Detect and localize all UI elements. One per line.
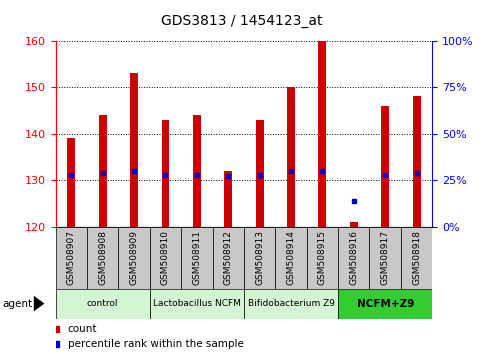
Text: NCFM+Z9: NCFM+Z9: [356, 298, 414, 309]
Bar: [350, 222, 358, 227]
Text: count: count: [68, 324, 97, 335]
Bar: [130, 73, 138, 227]
Text: GSM508918: GSM508918: [412, 230, 421, 285]
Bar: [118, 227, 150, 289]
Bar: [412, 96, 421, 227]
Bar: [338, 227, 369, 289]
Bar: [161, 120, 170, 227]
Text: GSM508914: GSM508914: [286, 230, 296, 285]
Text: GSM508913: GSM508913: [255, 230, 264, 285]
Bar: [150, 289, 244, 319]
Bar: [256, 120, 264, 227]
Text: GSM508908: GSM508908: [98, 230, 107, 285]
Bar: [244, 289, 338, 319]
Bar: [401, 227, 432, 289]
Text: percentile rank within the sample: percentile rank within the sample: [68, 339, 243, 349]
Text: control: control: [87, 299, 118, 308]
Text: Lactobacillus NCFM: Lactobacillus NCFM: [153, 299, 241, 308]
Text: GSM508909: GSM508909: [129, 230, 139, 285]
Text: GSM508907: GSM508907: [67, 230, 76, 285]
Text: GSM508912: GSM508912: [224, 230, 233, 285]
Bar: [150, 227, 181, 289]
Text: GDS3813 / 1454123_at: GDS3813 / 1454123_at: [161, 14, 322, 28]
Text: GSM508917: GSM508917: [381, 230, 390, 285]
Text: GSM508916: GSM508916: [349, 230, 358, 285]
Bar: [87, 227, 118, 289]
Bar: [307, 227, 338, 289]
Text: GSM508911: GSM508911: [192, 230, 201, 285]
Bar: [318, 41, 327, 227]
Bar: [287, 87, 295, 227]
Bar: [338, 289, 432, 319]
Bar: [56, 227, 87, 289]
Bar: [381, 106, 389, 227]
Text: Bifidobacterium Z9: Bifidobacterium Z9: [247, 299, 335, 308]
Bar: [244, 227, 275, 289]
Bar: [181, 227, 213, 289]
Text: agent: agent: [2, 298, 32, 309]
Bar: [56, 289, 150, 319]
Bar: [193, 115, 201, 227]
Bar: [213, 227, 244, 289]
Text: GSM508910: GSM508910: [161, 230, 170, 285]
Bar: [224, 171, 232, 227]
Bar: [275, 227, 307, 289]
Bar: [99, 115, 107, 227]
Bar: [369, 227, 401, 289]
Text: GSM508915: GSM508915: [318, 230, 327, 285]
Bar: [67, 138, 75, 227]
